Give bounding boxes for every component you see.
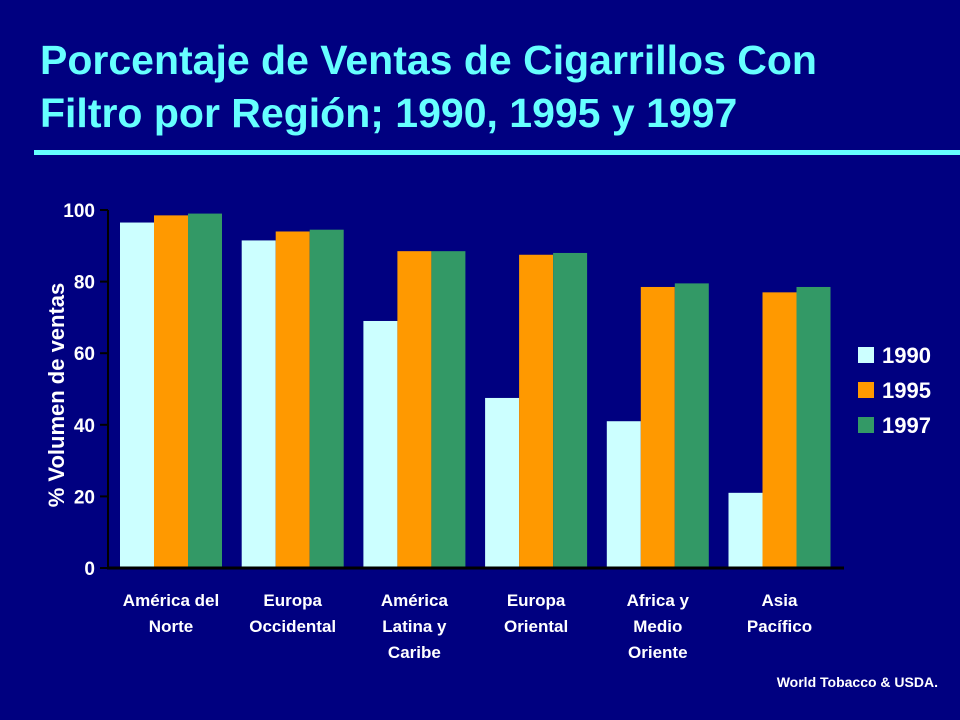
bar-america-del-norte-1995: [154, 215, 188, 568]
y-tick-label-40: 40: [74, 416, 95, 437]
title-underline: [34, 150, 960, 155]
bar-europa-occidental-1990: [241, 240, 276, 568]
bar-asia-pacifico-1995: [762, 292, 797, 568]
legend-label-1997: 1997: [882, 413, 931, 438]
x-tick-label-asia-pacifico: Asia Pacífico: [746, 591, 813, 636]
bar-europa-occidental-1997: [309, 229, 344, 568]
x-tick-label-africa-y-medio-oriente: Africa y Medio Oriente: [626, 591, 689, 662]
bar-africa-y-medio-oriente-1995: [640, 286, 675, 568]
bars-group: [120, 213, 831, 569]
source-note: World Tobacco & USDA.: [776, 674, 938, 690]
x-tick-label-europa-oriental: Europa Oriental: [503, 591, 569, 636]
y-tick-label-80: 80: [74, 273, 95, 294]
legend: 1990 1995 1997: [858, 343, 931, 438]
bar-europa-oriental-1995: [519, 254, 554, 568]
y-tick-label-100: 100: [63, 201, 95, 222]
bar-europa-oriental-1997: [553, 252, 588, 568]
bar-europa-occidental-1995: [275, 231, 310, 569]
bar-europa-oriental-1990: [485, 397, 520, 568]
y-ticks-group: 0 20 40 60 80 100: [63, 201, 108, 580]
bar-africa-y-medio-oriente-1997: [674, 283, 709, 568]
bar-america-del-norte-1997: [188, 213, 222, 568]
plot-area: [108, 210, 843, 568]
y-tick-label-20: 20: [74, 487, 95, 508]
bar-america-latina-y-caribe-1997: [431, 251, 466, 569]
slide-title: Porcentaje de Ventas de Cigarrillos Con …: [40, 37, 817, 136]
x-tick-label-america-latina-y-caribe: América Latina y Caribe: [380, 591, 448, 662]
bar-asia-pacifico-1997: [796, 286, 831, 568]
bar-america-del-norte-1990: [120, 222, 154, 568]
y-tick-label-60: 60: [74, 344, 95, 365]
bar-america-latina-y-caribe-1990: [363, 320, 398, 568]
y-axis-label: % Volumen de ventas: [44, 283, 69, 508]
bar-america-latina-y-caribe-1995: [397, 251, 432, 569]
legend-swatch-1990: [858, 347, 874, 363]
x-tick-label-america-del-norte: América del Norte: [122, 591, 220, 636]
legend-swatch-1995: [858, 382, 874, 398]
bar-africa-y-medio-oriente-1990: [606, 421, 641, 568]
y-tick-label-0: 0: [84, 559, 95, 580]
legend-label-1990: 1990: [882, 343, 931, 368]
legend-label-1995: 1995: [882, 378, 931, 403]
x-tick-label-europa-occidental: Europa Occidental: [249, 591, 337, 636]
bar-asia-pacifico-1990: [728, 492, 763, 568]
legend-swatch-1997: [858, 417, 874, 433]
